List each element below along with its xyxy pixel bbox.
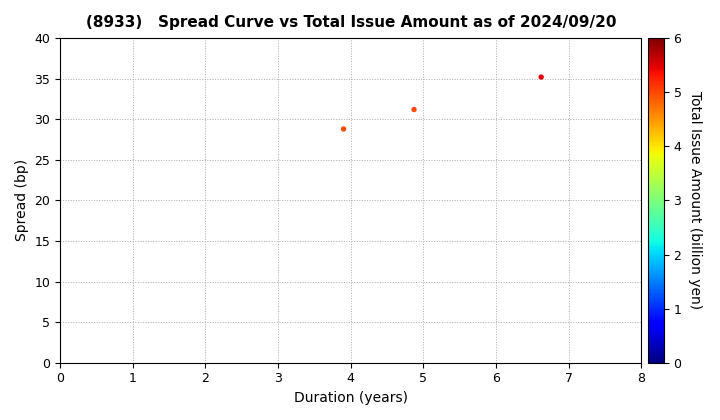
Y-axis label: Total Issue Amount (billion yen): Total Issue Amount (billion yen)	[688, 92, 703, 310]
X-axis label: Duration (years): Duration (years)	[294, 391, 408, 405]
Y-axis label: Spread (bp): Spread (bp)	[15, 159, 29, 242]
Title: (8933)   Spread Curve vs Total Issue Amount as of 2024/09/20: (8933) Spread Curve vs Total Issue Amoun…	[86, 15, 616, 30]
Point	[338, 126, 349, 132]
Point	[536, 74, 547, 80]
Point	[408, 106, 420, 113]
